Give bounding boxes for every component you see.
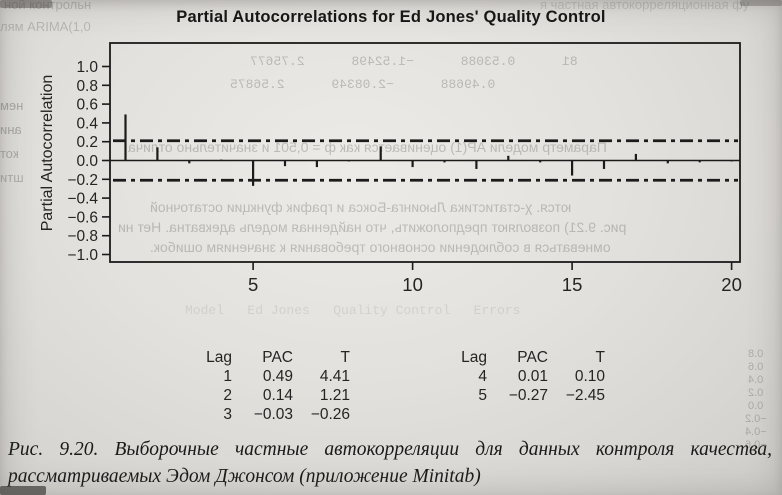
table-header: PAC [517, 349, 548, 366]
bleedthrough-text: −0.2 [745, 413, 767, 425]
bleedthrough-text: 0.4 [748, 374, 764, 386]
table-cell: −0.26 [310, 406, 350, 423]
y-tick-label: −0.2 [67, 172, 98, 189]
table-header: T [340, 349, 350, 366]
pacf-chart: 1.0 0.8 0.60.4 0.2 0.0 −0.2 −0.4−0.6 −0.8 −1.0 5 1… [39, 42, 742, 295]
table-cell: −0.27 [508, 387, 548, 404]
y-tick-label: 0.8 [76, 78, 98, 95]
scan-smudge [740, 0, 782, 6]
y-tick-label: −0.8 [67, 228, 98, 245]
figure-caption-label: Рис. 9.20. [8, 439, 99, 460]
pac-table-left: Lag PAC T 1 0.49 4.41 2 0.14 1.21 3 −0.0… [185, 348, 350, 424]
y-tick-label: 0.2 [76, 134, 98, 151]
table-header: PAC [262, 349, 293, 366]
y-tick-label: 0.4 [76, 115, 98, 132]
table-header: Lag [206, 349, 232, 366]
y-axis-title: Partial Autocorrelation [39, 75, 56, 232]
chart-title: Partial Autocorrelations for Ed Jones' Q… [176, 8, 606, 26]
y-tick-label: 1.0 [76, 59, 98, 76]
scan-smudge [0, 0, 52, 8]
pac-table-right: Lag PAC T 4 0.01 0.10 5 −0.27 −2.45 [440, 348, 605, 405]
table-header: T [595, 349, 605, 366]
table-cell: 1 [223, 368, 232, 385]
table-header: Lag [461, 349, 487, 366]
table-cell: 5 [478, 387, 487, 404]
x-tick-label: 10 [402, 274, 423, 295]
table-cell: −0.03 [253, 406, 293, 423]
bleedthrough-text: 0.0 [748, 400, 764, 412]
table-cell: −2.45 [565, 387, 605, 404]
x-tick-label: 20 [721, 274, 742, 295]
x-tick-label: 5 [248, 274, 258, 295]
bleedthrough-text: 0.8 [748, 348, 764, 360]
y-tick-label: −0.4 [67, 191, 98, 208]
figure-caption: Рис. 9.20. Выборочные частные автокоррел… [8, 436, 772, 490]
table-cell: 0.49 [262, 368, 293, 385]
plot-border [109, 42, 741, 263]
y-tick-label: −1.0 [67, 247, 98, 264]
table-cell: 4 [478, 368, 487, 385]
table-cell: 2 [223, 387, 232, 404]
bleedthrough-text: 0.2 [748, 387, 764, 399]
y-tick-label: −0.6 [67, 209, 98, 226]
table-cell: 4.41 [319, 368, 350, 385]
bleedthrough-text: 0.6 [748, 361, 764, 373]
table-cell: 0.14 [262, 387, 293, 404]
y-tick-label: 0.0 [76, 153, 98, 170]
table-cell: 0.10 [574, 368, 605, 385]
table-cell: 0.01 [517, 368, 548, 385]
y-tick-label: 0.6 [76, 97, 98, 114]
scan-artifact [0, 486, 46, 495]
figure-caption-text: Выборочные частные автокорреляции для да… [8, 439, 772, 487]
table-cell: 3 [223, 406, 232, 423]
table-cell: 1.21 [319, 387, 350, 404]
x-tick-label: 15 [562, 274, 583, 295]
